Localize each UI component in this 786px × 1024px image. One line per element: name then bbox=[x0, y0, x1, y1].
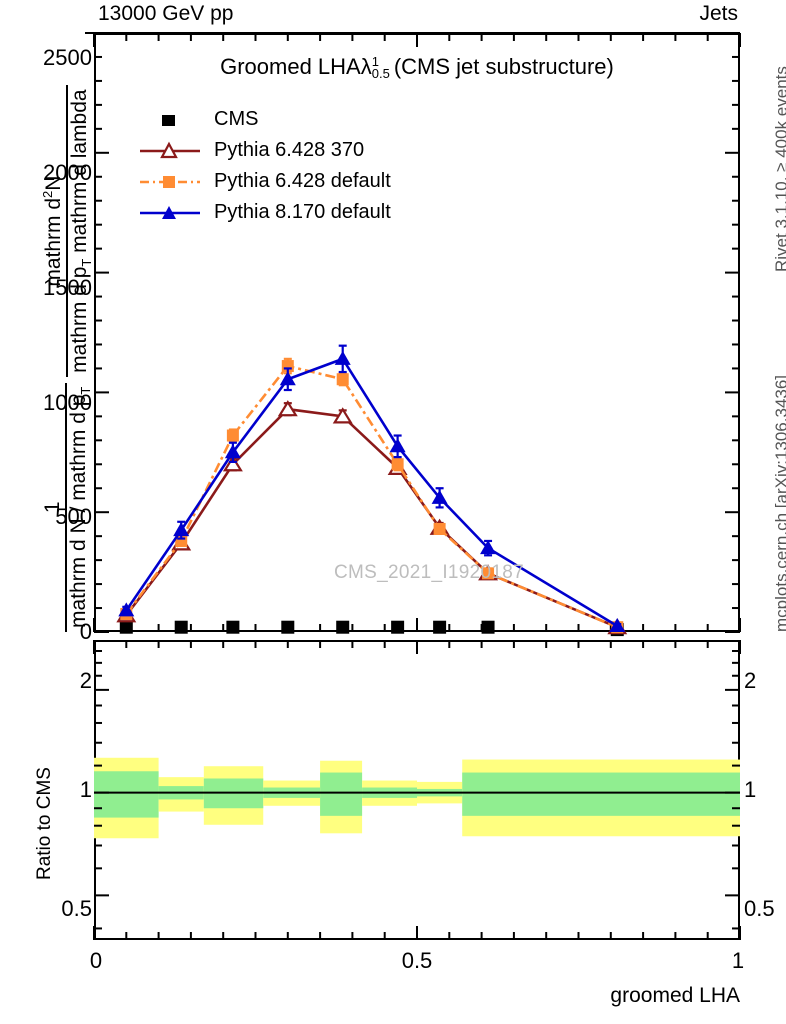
ratio-y-tick-labels-left: 2 1 0.5 bbox=[0, 640, 92, 940]
ratio-uncertainty-bands bbox=[94, 757, 740, 839]
x-tick-1: 1 bbox=[731, 948, 745, 973]
y-tick-500: 500 bbox=[55, 504, 92, 529]
y-tick-2500: 2500 bbox=[43, 45, 92, 70]
legend-label-pythia6-370: Pythia 6.428 370 bbox=[214, 139, 365, 161]
main-plot-frame bbox=[94, 33, 740, 632]
rivet-version-note: Rivet 3.1.10, ≥ 400k events bbox=[772, 66, 786, 272]
ratio-tick-1-right: 1 bbox=[744, 777, 757, 802]
ratio-tick-2-left: 2 bbox=[79, 668, 92, 693]
plot-title-superscript: 1 bbox=[371, 53, 379, 69]
y-axis-title-denominator: mathrm d N / mathrm d pT bbox=[67, 386, 94, 628]
legend-item-pythia8-default[interactable]: Pythia 8.170 default bbox=[140, 197, 391, 228]
ratio-plot-canvas bbox=[93, 640, 741, 940]
header-category: Jets bbox=[699, 2, 738, 25]
x-tick-0: 0 bbox=[89, 948, 103, 973]
y-tick-0: 0 bbox=[79, 619, 92, 644]
ratio-y-tick-labels-right: 2 1 0.5 bbox=[744, 640, 786, 940]
legend-label-cms: CMS bbox=[214, 108, 259, 130]
legend-key-pythia6-default bbox=[140, 171, 200, 193]
plot-title-suffix: (CMS jet substructure) bbox=[393, 54, 614, 79]
y-axis-title-inner-numerator: mathrm d2N bbox=[40, 85, 68, 377]
legend-item-pythia6-370[interactable]: Pythia 6.428 370 bbox=[140, 135, 391, 166]
main-y-tick-labels: 2500 2000 1500 1000 500 0 bbox=[0, 33, 92, 644]
ratio-tick-05-left: 0.5 bbox=[61, 896, 92, 921]
plot-title: Groomed LHAλ 1 0.5 (CMS jet substructure… bbox=[94, 54, 740, 81]
x-axis-title: groomed LHA bbox=[610, 984, 740, 1007]
main-plot-canvas bbox=[93, 32, 741, 637]
ratio-axis-ticks bbox=[93, 640, 741, 940]
y-axis-title-outer-fraction: 1 mathrm d N / mathrm d pT bbox=[41, 382, 94, 632]
legend: CMS Pythia 6.428 370 Pythia 6.428 defaul… bbox=[140, 104, 391, 228]
legend-key-cms bbox=[140, 109, 200, 131]
legend-label-pythia8-default: Pythia 8.170 default bbox=[214, 201, 391, 223]
x-tick-05: 0.5 bbox=[401, 948, 433, 973]
y-tick-2000: 2000 bbox=[43, 160, 92, 185]
plot-title-lambda: λ bbox=[360, 54, 372, 79]
ratio-tick-1-left: 1 bbox=[79, 777, 92, 802]
header-collision-energy: 13000 GeV pp bbox=[98, 2, 234, 25]
y-axis-title-numerator: 1 bbox=[41, 382, 67, 632]
legend-label-pythia6-default: Pythia 6.428 default bbox=[214, 170, 391, 192]
legend-item-pythia6-default[interactable]: Pythia 6.428 default bbox=[140, 166, 391, 197]
mcplots-source-note: mcplots.cern.ch [arXiv:1306.3436] bbox=[772, 374, 786, 632]
y-axis-title-inner-fraction: mathrm d2N mathrm d pT mathrm d lambda bbox=[40, 85, 95, 377]
x-tick-labels: 0 0.5 1 bbox=[0, 948, 786, 978]
ratio-tick-05-right: 0.5 bbox=[744, 896, 775, 921]
legend-key-pythia8-default bbox=[140, 202, 200, 224]
main-axis-ticks bbox=[93, 32, 741, 633]
legend-item-cms[interactable]: CMS bbox=[140, 104, 391, 135]
ratio-y-axis-title: Ratio to CMS bbox=[34, 767, 55, 880]
y-tick-1000: 1000 bbox=[43, 390, 92, 415]
y-tick-1500: 1500 bbox=[43, 275, 92, 300]
y-axis-title-inner-denominator: mathrm d pT mathrm d lambda bbox=[68, 89, 95, 373]
ratio-tick-2-right: 2 bbox=[744, 668, 757, 693]
analysis-watermark: CMS_2021_I1920187 bbox=[334, 562, 524, 583]
legend-key-pythia6-370 bbox=[140, 140, 200, 162]
plot-title-subscript: 0.5 bbox=[371, 66, 390, 82]
main-data-curves bbox=[116, 344, 628, 637]
plot-title-prefix: Groomed LHA bbox=[220, 54, 361, 79]
main-y-axis-title: 1 mathrm d N / mathrm d pT mathrm d2N ma… bbox=[40, 85, 94, 632]
